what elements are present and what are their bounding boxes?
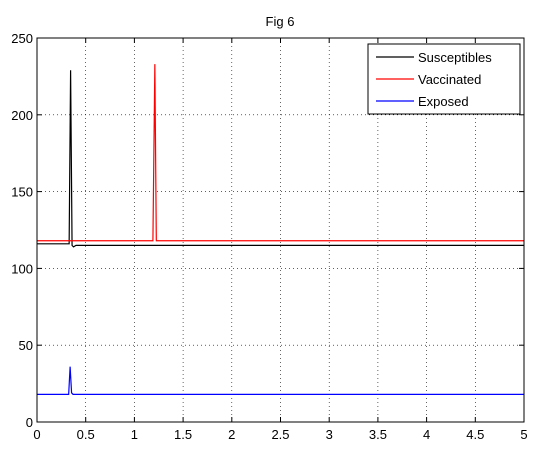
legend-label-susceptibles: Susceptibles: [418, 50, 492, 65]
y-axis-tick-labels: 0 50 100 150 200 250: [11, 31, 33, 430]
legend-label-exposed: Exposed: [418, 94, 469, 109]
series-layer: [37, 64, 524, 395]
x-tick-label: 4.5: [466, 427, 484, 442]
x-tick-label: 0.5: [77, 427, 95, 442]
x-tick-label: 0: [33, 427, 40, 442]
y-tick-label: 100: [11, 261, 33, 276]
x-tick-label: 2: [228, 427, 235, 442]
x-tick-label: 2.5: [271, 427, 289, 442]
y-tick-label: 50: [19, 338, 33, 353]
legend: Susceptibles Vaccinated Exposed: [367, 43, 521, 115]
x-tick-label: 3: [326, 427, 333, 442]
legend-label-vaccinated: Vaccinated: [418, 72, 481, 87]
y-tick-label: 150: [11, 185, 33, 200]
x-tick-label: 4: [423, 427, 430, 442]
x-tick-label: 1: [131, 427, 138, 442]
y-tick-label: 0: [26, 415, 33, 430]
x-tick-label: 1.5: [174, 427, 192, 442]
x-axis-tick-labels: 0 0.5 1 1.5 2 2.5 3 3.5 4 4.5 5: [33, 427, 527, 442]
tick-marks: [36, 37, 525, 423]
x-tick-label: 3.5: [369, 427, 387, 442]
series-line-susceptibles: [37, 70, 524, 248]
series-line-vaccinated: [37, 64, 524, 242]
y-tick-label: 200: [11, 108, 33, 123]
chart-title: Fig 6: [266, 14, 295, 29]
series-line-exposed: [37, 366, 524, 395]
x-tick-label: 5: [520, 427, 527, 442]
y-tick-label: 250: [11, 31, 33, 46]
